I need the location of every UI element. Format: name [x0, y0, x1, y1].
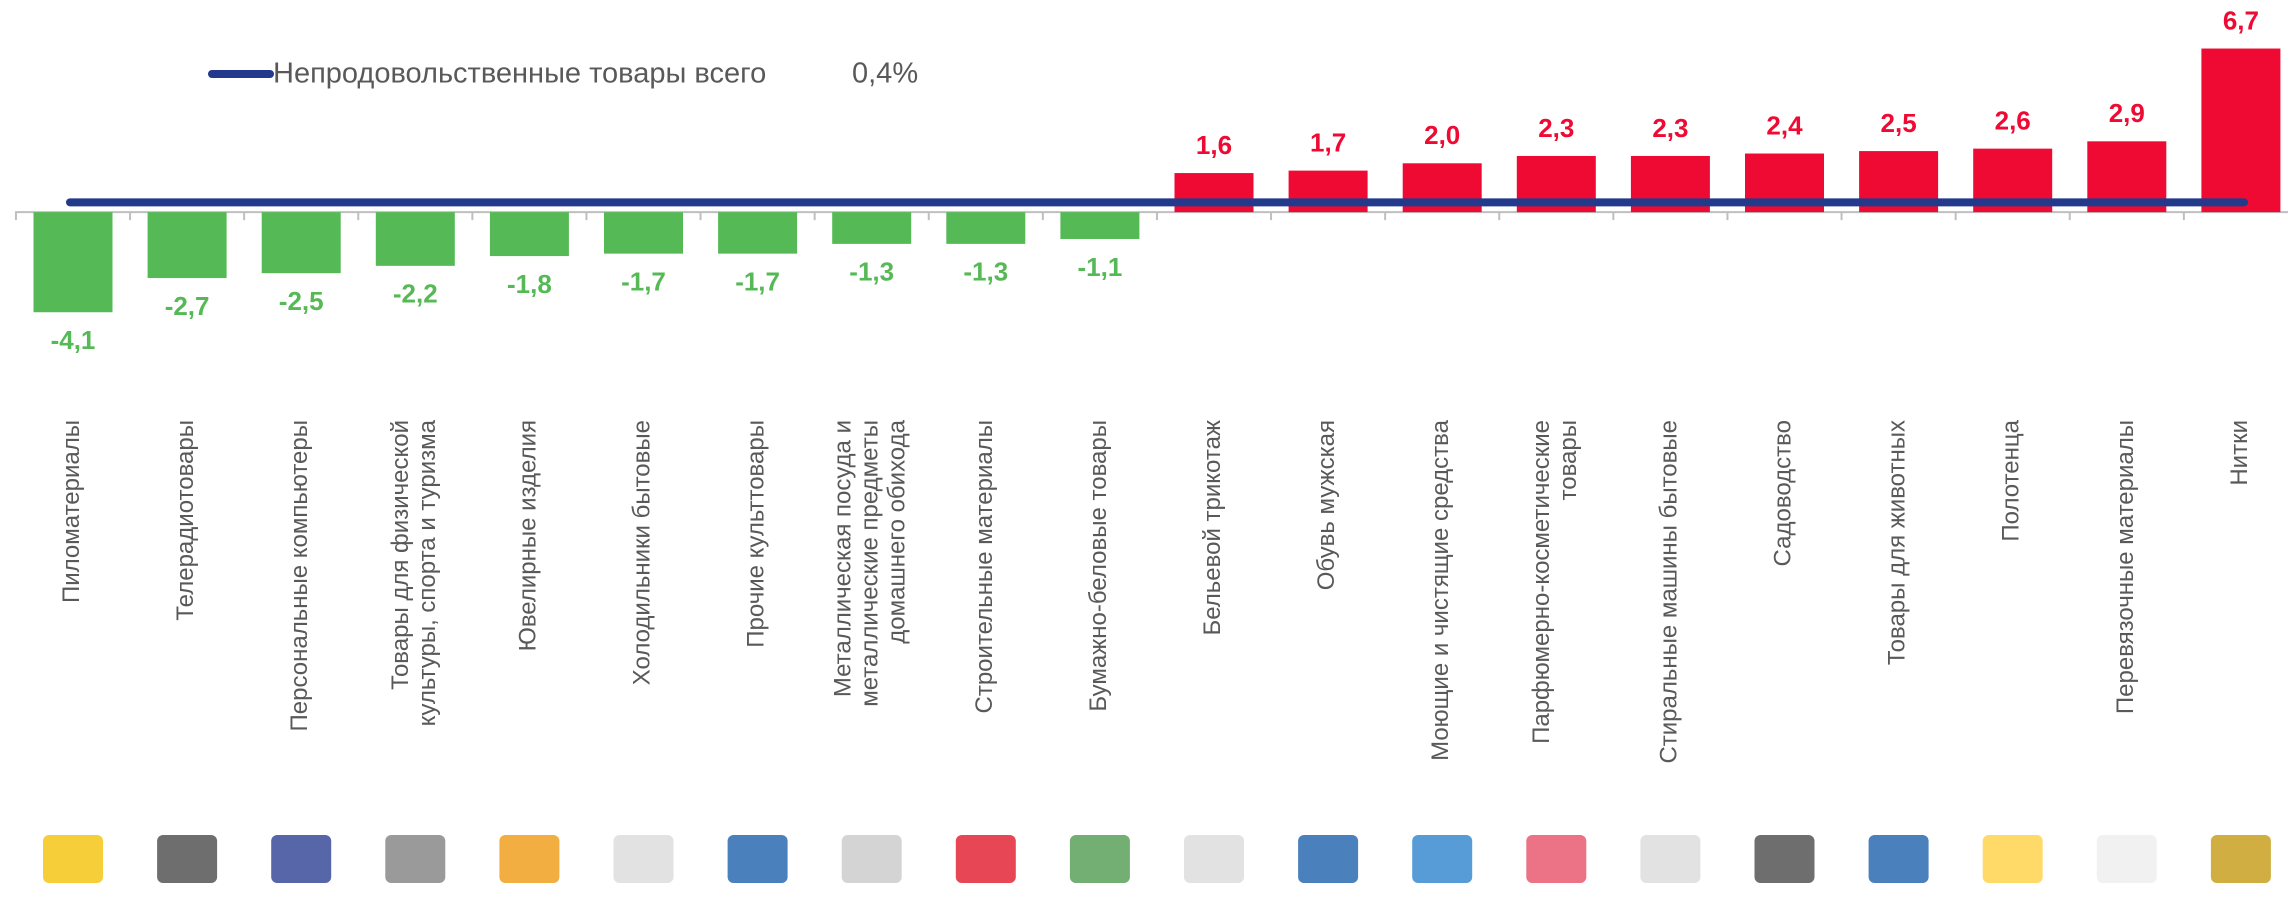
legend-value: 0,4%	[852, 58, 918, 90]
x-tick-label: Стиральные машины бытовые	[1656, 420, 1683, 764]
icon	[2096, 835, 2157, 883]
bar	[1060, 212, 1140, 239]
value-label: 6,7	[2223, 5, 2259, 35]
value-label: -1,3	[849, 257, 894, 287]
value-label: -1,7	[621, 267, 666, 297]
x-tick-label: Обувь мужская	[1313, 420, 1340, 590]
value-label: 2,3	[1652, 113, 1688, 143]
value-label: -4,1	[51, 325, 96, 355]
bar	[375, 212, 455, 266]
bar	[489, 212, 569, 257]
bar	[2201, 48, 2281, 213]
x-tick-label: Садоводство	[1770, 420, 1797, 566]
value-label: -2,7	[165, 291, 210, 321]
x-tick-label: Ювелирные изделия	[515, 420, 542, 651]
bar	[718, 212, 798, 254]
icon	[385, 835, 446, 883]
icon	[1868, 835, 1929, 883]
value-label: 2,9	[2109, 98, 2145, 128]
bar	[946, 212, 1026, 244]
icon	[1640, 835, 1701, 883]
bar	[832, 212, 912, 244]
icon	[1412, 835, 1473, 883]
value-label: -2,2	[393, 279, 438, 309]
icon	[613, 835, 674, 883]
x-tick-label: Бельевой трикотаж	[1199, 420, 1226, 636]
value-label: -2,5	[279, 286, 324, 316]
icon	[271, 835, 332, 883]
value-label: 2,3	[1538, 113, 1574, 143]
bar	[261, 212, 341, 274]
x-tick-label: Товары для физическойкультуры, спорта и …	[387, 419, 441, 726]
value-label: -1,3	[963, 257, 1008, 287]
bar	[33, 212, 113, 313]
icon	[1526, 835, 1587, 883]
x-tick-label: Парфюмерно-косметическиетовары	[1528, 420, 1582, 744]
x-tick-label: Персональные компьютеры	[287, 420, 314, 731]
x-tick-label: Бумажно-беловые товары	[1085, 420, 1112, 712]
x-tick-label: Прочие культтовары	[743, 420, 770, 648]
x-tick-label: Пиломатериалы	[58, 420, 85, 603]
x-tick-label: Нитки	[2226, 420, 2253, 486]
icon	[955, 835, 1016, 883]
value-label: 2,5	[1881, 108, 1917, 138]
x-tick-label: Строительные материалы	[971, 420, 998, 713]
x-tick-label: Металлическая посуда иметаллические пред…	[830, 419, 911, 706]
icon	[1982, 835, 2043, 883]
value-label: 2,0	[1424, 120, 1460, 150]
value-label: 2,6	[1995, 106, 2031, 136]
x-tick-label: Телерадиотовары	[172, 420, 199, 621]
icon	[1754, 835, 1815, 883]
x-tick-label: Перевязочные материалы	[2112, 420, 2139, 714]
icon	[727, 835, 788, 883]
x-tick-label: Холодильники бытовые	[629, 420, 656, 685]
x-tick-label: Полотенца	[1998, 419, 2025, 541]
value-label: 1,6	[1196, 130, 1232, 160]
icon	[499, 835, 560, 883]
icon	[1298, 835, 1359, 883]
icon	[43, 835, 103, 883]
value-label: 1,7	[1310, 127, 1346, 157]
icon	[841, 835, 902, 883]
bar	[147, 212, 227, 279]
value-label: -1,1	[1077, 252, 1122, 282]
x-tick-label: Моющие и чистящие средства	[1428, 419, 1455, 761]
icon	[1069, 835, 1130, 883]
icon	[1184, 835, 1244, 883]
icon	[157, 835, 218, 883]
bar	[604, 212, 683, 254]
value-label: -1,7	[735, 267, 780, 297]
value-label: -1,8	[507, 269, 552, 299]
icon	[2210, 835, 2271, 883]
legend-label: Непродовольственные товары всего	[273, 58, 766, 90]
value-label: 2,4	[1766, 110, 1803, 140]
x-tick-label: Товары для животных	[1884, 420, 1911, 665]
